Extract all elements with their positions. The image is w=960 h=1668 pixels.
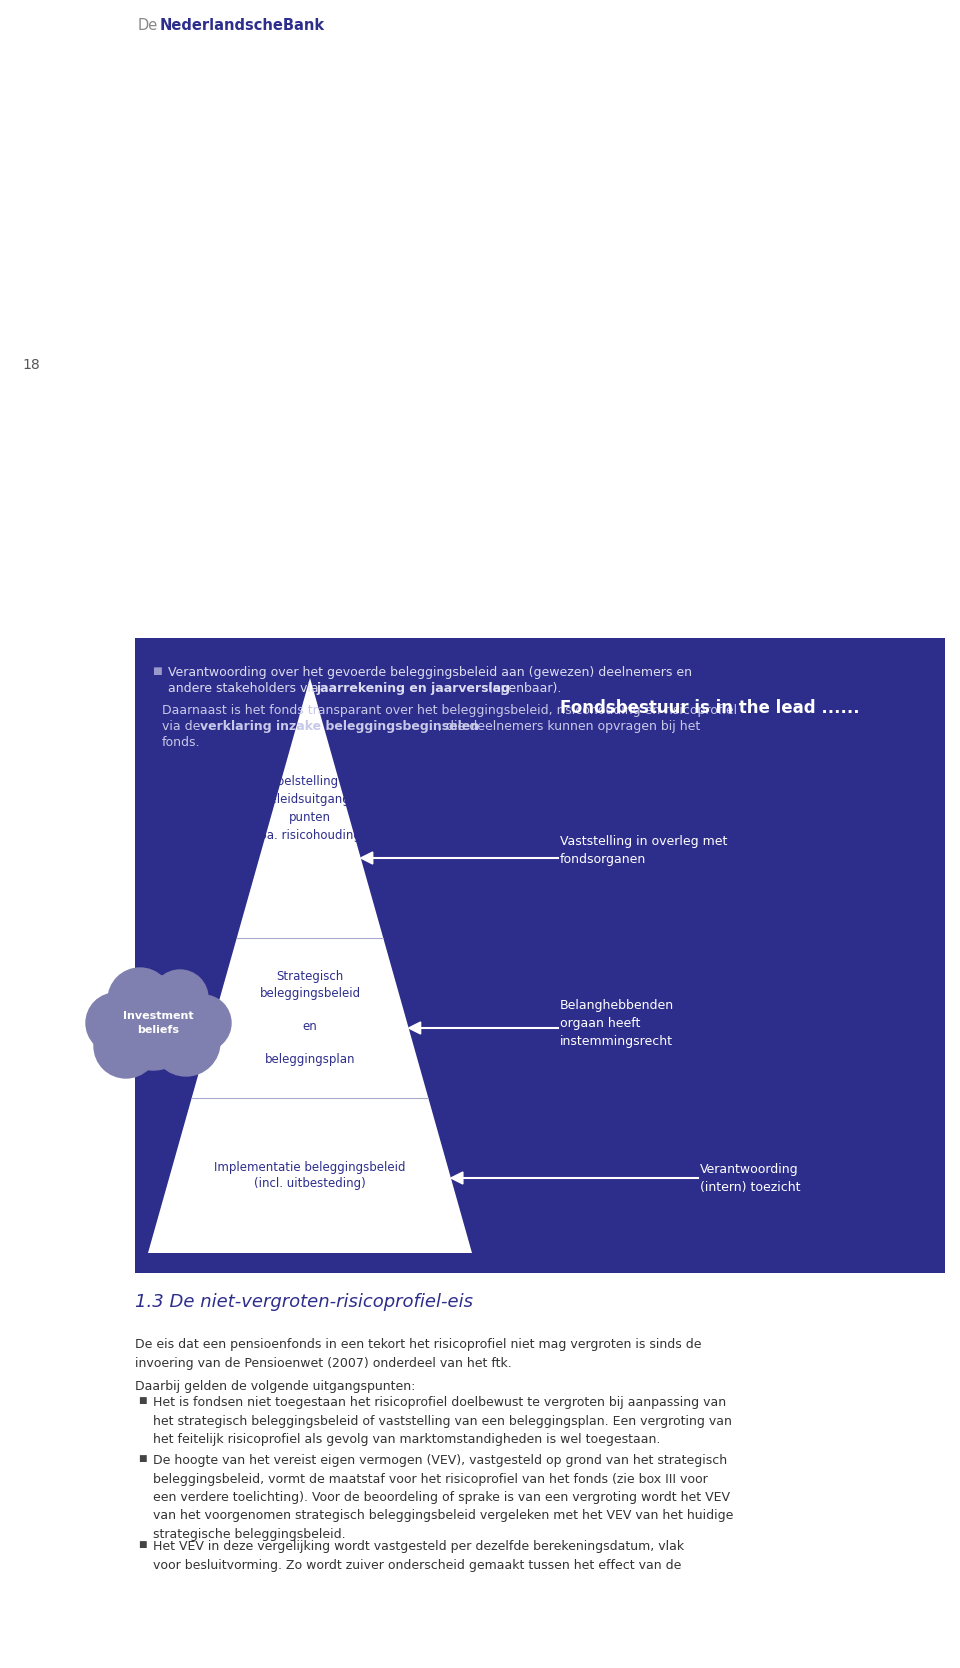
Text: ■: ■ [138,1540,147,1550]
Text: , die deelnemers kunnen opvragen bij het: , die deelnemers kunnen opvragen bij het [438,721,700,732]
Text: ■: ■ [152,666,161,676]
Text: jaarrekening en jaarverslag: jaarrekening en jaarverslag [316,682,510,696]
Text: De hoogte van het vereist eigen vermogen (VEV), vastgesteld op grond van het str: De hoogte van het vereist eigen vermogen… [153,1454,733,1541]
Text: Strategisch
beleggingsbeleid

en

beleggingsplan: Strategisch beleggingsbeleid en beleggin… [259,971,361,1066]
Text: Daarbij gelden de volgende uitgangspunten:: Daarbij gelden de volgende uitgangspunte… [135,1379,416,1393]
Text: Belanghebbenden
orgaan heeft
instemmingsrecht: Belanghebbenden orgaan heeft instemmings… [560,999,674,1048]
Polygon shape [451,1173,463,1184]
Text: via de: via de [162,721,204,732]
Text: fonds.: fonds. [162,736,201,749]
Text: 1.3 De niet-vergroten-risicoprofiel-eis: 1.3 De niet-vergroten-risicoprofiel-eis [135,1293,473,1311]
Circle shape [86,992,146,1053]
Text: NederlandscheBank: NederlandscheBank [160,18,325,33]
Text: Het is fondsen niet toegestaan het risicoprofiel doelbewust te vergroten bij aan: Het is fondsen niet toegestaan het risic… [153,1396,732,1446]
Text: Vaststelling in overleg met
fondsorganen: Vaststelling in overleg met fondsorganen [560,834,728,866]
Circle shape [126,976,194,1044]
Text: Het VEV in deze vergelijking wordt vastgesteld per dezelfde berekeningsdatum, vl: Het VEV in deze vergelijking wordt vastg… [153,1540,684,1571]
Text: Daarnaast is het fonds transparant over het beleggingsbeleid, risicohouding en r: Daarnaast is het fonds transparant over … [162,704,737,717]
Circle shape [152,971,208,1026]
Text: Verantwoording
(intern) toezicht: Verantwoording (intern) toezicht [700,1163,801,1194]
Polygon shape [361,852,372,864]
Text: Investment
beliefs: Investment beliefs [123,1011,193,1034]
Polygon shape [409,1022,420,1034]
Circle shape [108,967,172,1032]
Text: (openbaar).: (openbaar). [484,682,562,696]
Circle shape [175,996,231,1051]
Text: De: De [138,18,158,33]
Text: 18: 18 [22,359,39,372]
Text: Verantwoording over het gevoerde beleggingsbeleid aan (gewezen) deelnemers en: Verantwoording over het gevoerde beleggi… [168,666,692,679]
Text: Fondsbestuur is in the lead ......: Fondsbestuur is in the lead ...... [560,699,859,717]
Text: Implementatie beleggingsbeleid
(incl. uitbesteding): Implementatie beleggingsbeleid (incl. ui… [214,1161,406,1191]
Text: verklaring inzake beleggingsbeginselen: verklaring inzake beleggingsbeginselen [200,721,479,732]
Text: ■: ■ [138,1396,147,1404]
Circle shape [152,1007,220,1076]
Text: ■: ■ [138,1454,147,1463]
Text: Doelstelling &
beleidsuitgangs
punten
(oa. risicohouding): Doelstelling & beleidsuitgangs punten (o… [254,774,365,841]
Text: andere stakeholders via: andere stakeholders via [168,682,323,696]
Text: De eis dat een pensioenfonds in een tekort het risicoprofiel niet mag vergroten : De eis dat een pensioenfonds in een teko… [135,1338,702,1369]
Bar [135,637,945,1273]
Polygon shape [148,677,472,1253]
Circle shape [94,1014,158,1078]
Circle shape [113,991,193,1069]
